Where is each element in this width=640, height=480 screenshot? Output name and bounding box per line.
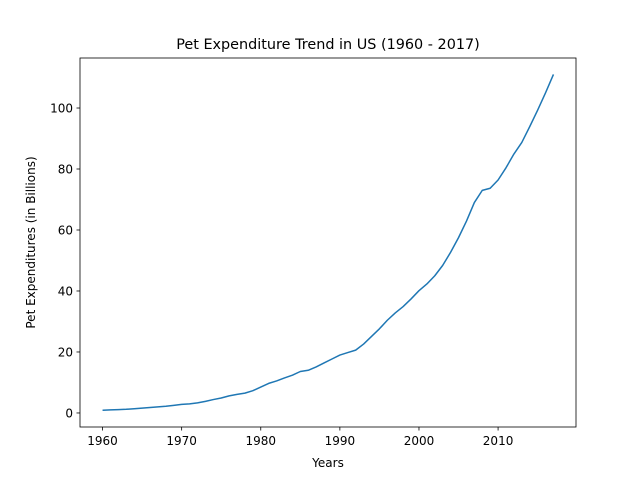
chart-title: Pet Expenditure Trend in US (1960 - 2017… bbox=[176, 37, 480, 53]
plot-area bbox=[102, 74, 555, 411]
x-tick-label: 1990 bbox=[325, 434, 356, 448]
x-tick-label: 2000 bbox=[404, 434, 435, 448]
y-tick-label: 60 bbox=[58, 223, 73, 237]
y-tick-label: 20 bbox=[58, 345, 73, 359]
x-tick-label: 1970 bbox=[166, 434, 197, 448]
x-tick-label: 2010 bbox=[483, 434, 514, 448]
y-axis-ticks: 0 20 40 60 80 100 bbox=[50, 101, 80, 420]
axes-frame bbox=[79, 57, 577, 428]
y-tick-label: 80 bbox=[58, 162, 73, 176]
x-axis-label: Years bbox=[311, 456, 344, 470]
y-axis-label: Pet Expenditures (in Billions) bbox=[24, 156, 38, 328]
x-axis-ticks: 1960 1970 1980 1990 2000 2010 bbox=[87, 427, 513, 448]
y-tick-label: 0 bbox=[65, 406, 73, 420]
y-tick-label: 100 bbox=[50, 101, 73, 115]
x-tick-label: 1980 bbox=[245, 434, 276, 448]
x-tick-label: 1960 bbox=[87, 434, 118, 448]
y-tick-label: 40 bbox=[58, 284, 73, 298]
series-line-0 bbox=[102, 74, 555, 411]
